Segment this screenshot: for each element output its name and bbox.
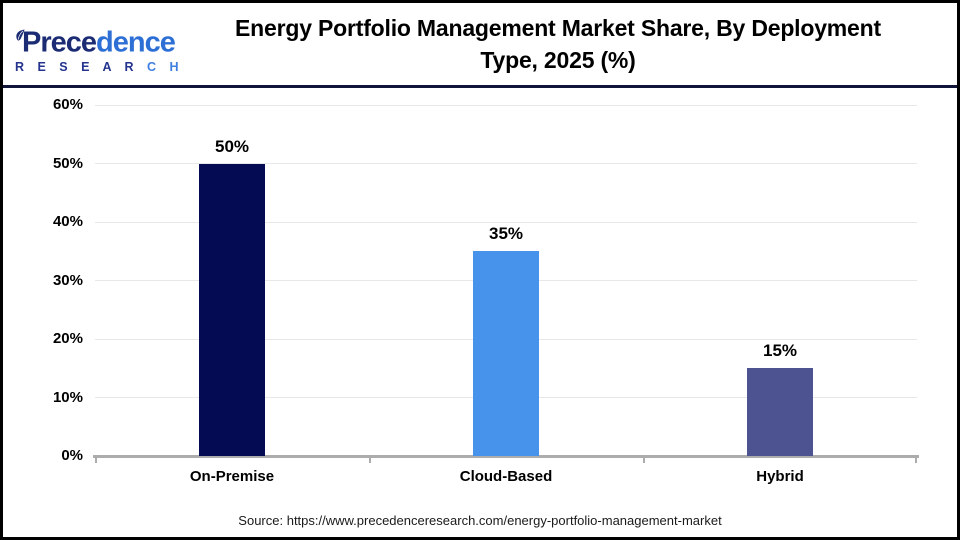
gridline-50 — [95, 163, 917, 164]
category-label-on-premise: On-Premise — [189, 468, 275, 485]
bar-value-label: 50% — [214, 136, 250, 156]
y-axis-label-30: 30% — [52, 271, 83, 289]
category-label-cloud-based: Cloud-Based — [459, 468, 553, 485]
logo-text-left: Prece — [22, 27, 97, 60]
chart-title: Energy Portfolio Management Market Share… — [187, 12, 947, 76]
logo-subtext-right: C H — [147, 60, 184, 75]
logo-wordmark: Precedence — [15, 18, 187, 58]
chart-title-line1: Energy Portfolio Management Market Share… — [235, 14, 881, 41]
category-label-hybrid: Hybrid — [756, 468, 804, 485]
header: Precedence R E S E A R C H Energy Portfo… — [3, 3, 957, 88]
bar-hybrid — [747, 368, 813, 456]
chart-title-line2: Type, 2025 (%) — [480, 47, 636, 73]
x-axis-tick-3 — [915, 457, 917, 463]
x-axis-line — [93, 455, 919, 458]
precedence-logo: Precedence R E S E A R C H — [15, 14, 187, 74]
x-axis-tick-1 — [369, 457, 371, 463]
logo-subtext-left: R E S E A R — [15, 60, 148, 75]
logo-subtext: R E S E A R C H — [15, 61, 187, 74]
source-citation: Source: https://www.precedenceresearch.c… — [238, 513, 722, 528]
bar-value-label: 15% — [762, 341, 798, 361]
gridline-60 — [95, 104, 917, 106]
y-axis-label-10: 10% — [52, 388, 83, 406]
bar-value-label: 35% — [488, 224, 524, 244]
y-axis-label-40: 40% — [52, 213, 83, 230]
leaf-icon — [15, 18, 25, 47]
y-axis-label-60: 60% — [52, 96, 83, 113]
y-axis-label-0: 0% — [61, 447, 83, 464]
y-axis-label-50: 50% — [52, 154, 83, 172]
x-axis-tick-2 — [643, 457, 645, 463]
bar-chart: 50% 35% 15% 0% 10% 20% 30% 40% 50% 60% On-Premise… — [3, 88, 957, 498]
logo-text-right: dence — [96, 27, 176, 60]
bar-cloud-based — [473, 251, 539, 456]
x-axis-tick-0 — [95, 457, 97, 463]
source-row: Source: https://www.precedenceresearch.c… — [3, 498, 957, 530]
plot-area: 50% 35% 15% — [93, 104, 919, 463]
y-axis-label-20: 20% — [52, 330, 83, 347]
gridline-40 — [95, 221, 917, 223]
bar-on-premise — [199, 163, 265, 456]
